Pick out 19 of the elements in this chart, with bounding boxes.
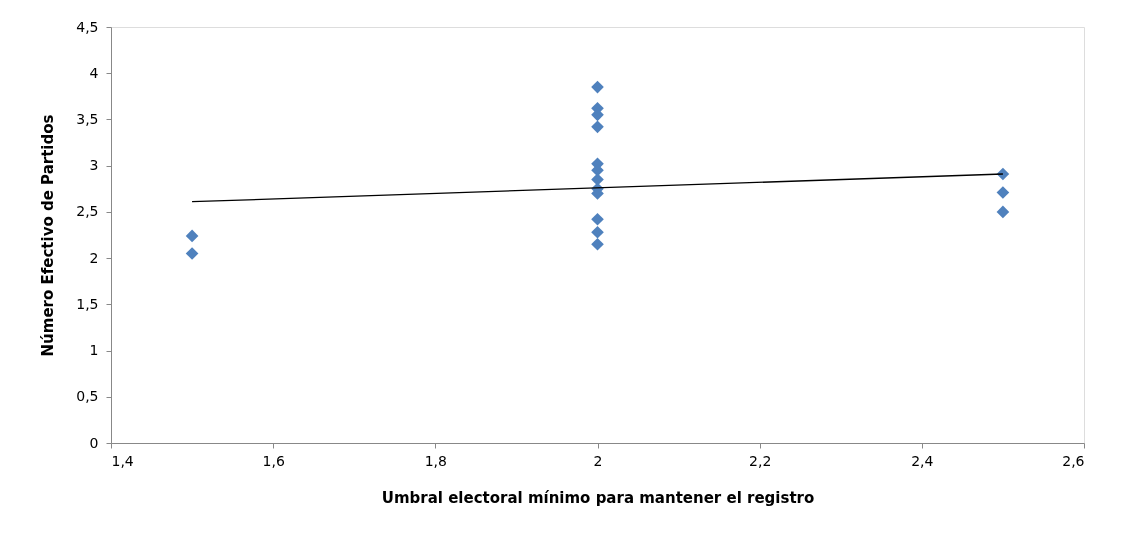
x-tick-label: 1,4 (111, 452, 134, 469)
y-tick-label: 3 (89, 157, 99, 174)
y-axis-title: Número Efectivo de Partidos (39, 114, 58, 357)
y-tick-label: 2,5 (76, 203, 99, 220)
x-tick-label: 2 (593, 452, 603, 469)
y-tick-label: 0,5 (76, 388, 99, 405)
y-tick-label: 3,5 (76, 110, 99, 127)
x-tick-label: 2,2 (749, 452, 772, 469)
y-tick-label: 1,5 (76, 295, 99, 312)
x-tick-label: 1,6 (262, 452, 285, 469)
y-tick-label: 0 (89, 434, 99, 451)
x-tick-label: 2,4 (911, 452, 934, 469)
y-tick-label: 1 (89, 342, 99, 359)
y-tick-label: 4,5 (76, 18, 99, 35)
y-tick-label: 4 (89, 64, 99, 81)
x-tick-label: 2,6 (1062, 452, 1085, 469)
x-tick-label: 1,8 (424, 452, 447, 469)
y-tick-label: 2 (89, 249, 99, 266)
x-axis-title: Umbral electoral mínimo para mantener el registro (381, 488, 815, 507)
